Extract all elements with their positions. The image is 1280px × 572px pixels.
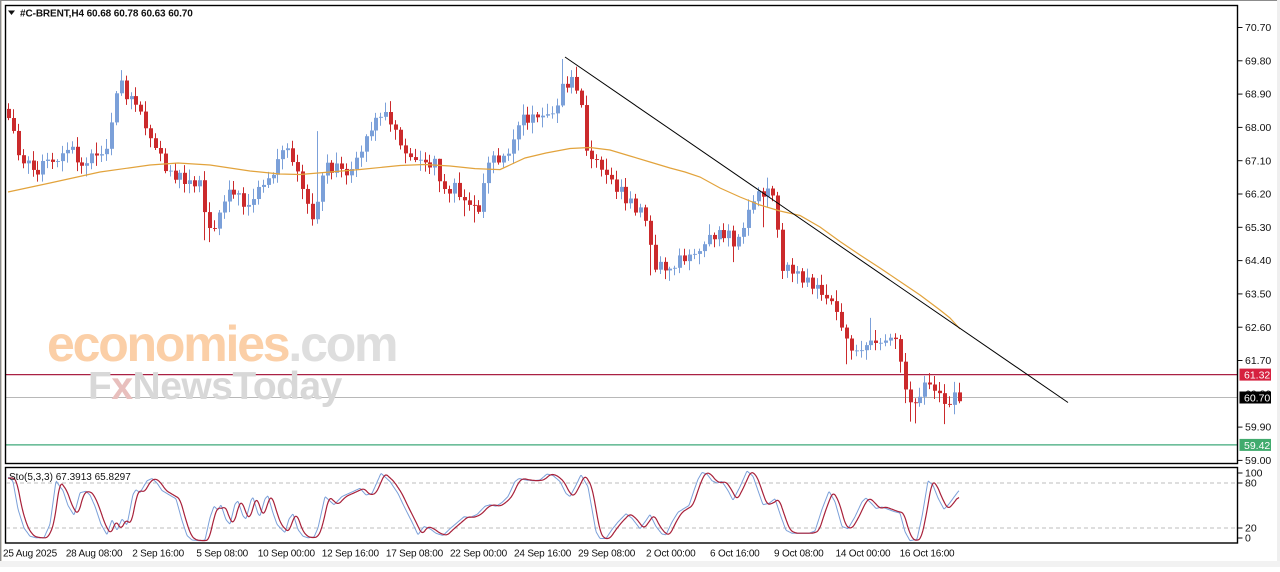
svg-text:62.60: 62.60	[1245, 322, 1271, 334]
svg-text:68.90: 68.90	[1245, 89, 1271, 101]
svg-text:66.20: 66.20	[1245, 189, 1271, 201]
svg-text:17 Sep 08:00: 17 Sep 08:00	[386, 549, 444, 560]
svg-text:63.50: 63.50	[1245, 289, 1271, 301]
svg-text:25 Aug 2025: 25 Aug 2025	[3, 549, 58, 560]
svg-text:59.42: 59.42	[1244, 440, 1270, 452]
svg-text:59.00: 59.00	[1245, 455, 1271, 467]
svg-text:14 Oct 00:00: 14 Oct 00:00	[835, 549, 890, 560]
svg-text:80: 80	[1245, 478, 1257, 490]
svg-text:9 Oct 08:00: 9 Oct 08:00	[774, 549, 824, 560]
svg-text:0: 0	[1245, 533, 1251, 545]
svg-text:20: 20	[1245, 523, 1257, 535]
svg-text:64.40: 64.40	[1245, 255, 1271, 267]
svg-text:22 Sep 00:00: 22 Sep 00:00	[450, 549, 508, 560]
svg-text:#C-BRENT,H4 60.68 60.78 60.63: #C-BRENT,H4 60.68 60.78 60.63 60.70	[20, 9, 193, 20]
svg-text:2 Oct 00:00: 2 Oct 00:00	[646, 549, 696, 560]
svg-text:12 Sep 16:00: 12 Sep 16:00	[322, 549, 380, 560]
svg-text:100: 100	[1245, 468, 1263, 480]
svg-text:61.32: 61.32	[1244, 370, 1270, 382]
svg-text:67.10: 67.10	[1245, 155, 1271, 167]
svg-text:68.00: 68.00	[1245, 122, 1271, 134]
svg-text:29 Sep 08:00: 29 Sep 08:00	[578, 549, 636, 560]
svg-text:24 Sep 16:00: 24 Sep 16:00	[514, 549, 572, 560]
svg-text:61.70: 61.70	[1245, 355, 1271, 367]
svg-text:10 Sep 00:00: 10 Sep 00:00	[258, 549, 316, 560]
svg-text:5 Sep 08:00: 5 Sep 08:00	[196, 549, 248, 560]
svg-text:6 Oct 16:00: 6 Oct 16:00	[710, 549, 760, 560]
svg-text:69.80: 69.80	[1245, 55, 1271, 67]
svg-text:28 Aug 08:00: 28 Aug 08:00	[66, 549, 123, 560]
svg-text:2 Sep 16:00: 2 Sep 16:00	[132, 549, 184, 560]
svg-text:Sto(5,3,3) 67.3913 65.8297: Sto(5,3,3) 67.3913 65.8297	[9, 472, 131, 483]
svg-text:economies.com: economies.com	[47, 316, 396, 372]
svg-text:65.30: 65.30	[1245, 222, 1271, 234]
svg-text:FxNewsToday: FxNewsToday	[88, 365, 343, 408]
svg-text:59.90: 59.90	[1245, 422, 1271, 434]
svg-text:70.70: 70.70	[1245, 22, 1271, 34]
svg-text:60.70: 60.70	[1244, 392, 1270, 404]
svg-text:16 Oct 16:00: 16 Oct 16:00	[900, 549, 955, 560]
